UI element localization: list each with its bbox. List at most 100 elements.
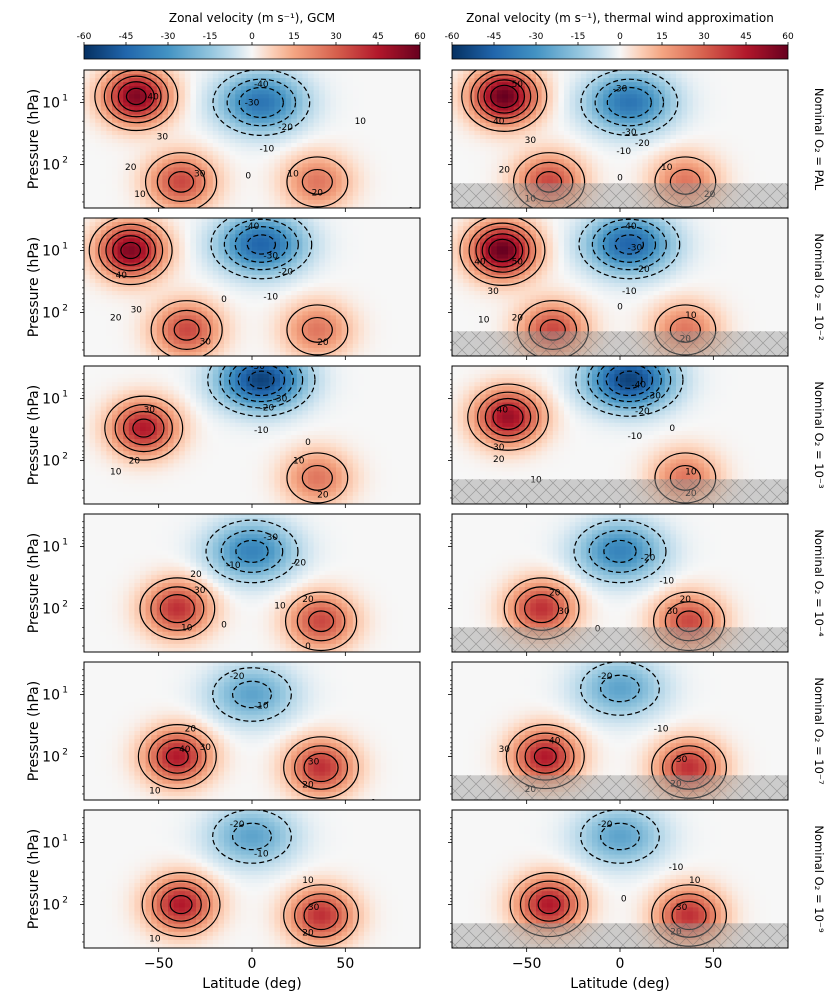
heat-cell xyxy=(580,114,587,120)
heat-cell xyxy=(212,70,219,75)
heat-cell xyxy=(89,195,96,201)
heat-cell xyxy=(201,234,208,239)
heat-cell xyxy=(207,266,214,272)
heat-cell xyxy=(457,139,464,144)
heat-cell xyxy=(530,139,537,144)
heat-cell xyxy=(491,147,498,152)
heat-cell xyxy=(403,262,410,268)
heat-cell xyxy=(235,171,242,177)
heat-cell xyxy=(156,226,163,231)
heat-cell xyxy=(519,151,526,156)
heat-cell xyxy=(330,203,337,208)
heat-cell xyxy=(358,191,365,197)
heat-cell xyxy=(358,74,365,79)
heat-cell xyxy=(564,151,571,156)
heat-cell xyxy=(196,242,203,248)
heat-cell xyxy=(218,126,225,132)
heat-cell xyxy=(754,126,761,132)
heat-cell xyxy=(709,139,716,144)
heat-cell xyxy=(123,155,130,160)
heat-cell xyxy=(308,175,315,181)
heat-cell xyxy=(151,90,158,95)
heat-cell xyxy=(330,218,337,223)
heat-cell xyxy=(681,118,688,124)
heat-cell xyxy=(291,70,298,75)
heat-cell xyxy=(468,139,475,144)
heat-cell xyxy=(468,155,475,160)
heat-cell xyxy=(224,106,231,112)
heat-cell xyxy=(743,126,750,132)
heat-cell xyxy=(580,102,587,108)
heat-cell xyxy=(743,86,750,91)
heat-cell xyxy=(414,222,420,227)
heat-cell xyxy=(358,82,365,87)
heat-cell xyxy=(128,175,135,181)
heat-cell xyxy=(296,163,303,169)
heat-cell xyxy=(347,171,354,177)
heat-cell xyxy=(285,94,292,100)
heat-cell xyxy=(184,74,191,79)
heat-cell xyxy=(84,94,91,100)
heat-cell xyxy=(782,122,788,128)
heat-cell xyxy=(369,203,376,208)
heat-cell xyxy=(341,171,348,177)
heat-cell xyxy=(336,159,343,164)
heat-cell xyxy=(631,74,638,79)
heat-cell xyxy=(519,143,526,148)
heat-cell xyxy=(603,114,610,120)
heat-cell xyxy=(106,246,113,252)
heat-cell xyxy=(308,226,315,231)
heat-cell xyxy=(134,195,141,201)
heat-cell xyxy=(364,230,371,235)
heat-cell xyxy=(698,143,705,148)
heat-cell xyxy=(151,126,158,132)
heat-cell xyxy=(89,187,96,193)
heat-cell xyxy=(268,151,275,156)
heat-cell xyxy=(156,114,163,120)
heat-cell xyxy=(380,254,387,260)
heat-cell xyxy=(508,134,515,140)
heat-cell xyxy=(676,98,683,104)
heat-cell xyxy=(207,222,214,227)
heat-cell xyxy=(190,203,197,208)
heat-cell xyxy=(263,179,270,185)
heat-cell xyxy=(336,250,343,256)
heat-cell xyxy=(291,94,298,100)
heat-cell xyxy=(732,86,739,91)
heat-cell xyxy=(485,143,492,148)
heat-cell xyxy=(291,175,298,181)
heat-cell xyxy=(257,82,264,87)
heat-cell xyxy=(100,143,107,148)
heat-cell xyxy=(112,242,119,248)
heat-cell xyxy=(364,175,371,181)
heat-cell xyxy=(491,163,498,169)
heat-cell xyxy=(330,98,337,104)
heat-cell xyxy=(134,191,141,197)
heat-cell xyxy=(274,266,281,272)
heat-cell xyxy=(670,147,677,152)
heat-cell xyxy=(296,98,303,104)
heat-cell xyxy=(330,167,337,173)
heat-cell xyxy=(720,175,727,181)
heat-cell xyxy=(636,126,643,132)
heat-cell xyxy=(508,110,515,116)
heat-cell xyxy=(112,78,119,83)
heat-cell xyxy=(715,122,722,128)
heat-cell xyxy=(268,74,275,79)
y-tick-label: 10 xyxy=(42,158,60,174)
heat-cell xyxy=(341,203,348,208)
heat-cell xyxy=(403,199,410,205)
heat-cell xyxy=(207,246,214,252)
heat-cell xyxy=(580,94,587,100)
heat-cell xyxy=(452,155,459,160)
heat-cell xyxy=(112,175,119,181)
heat-cell xyxy=(112,163,119,169)
heat-cell xyxy=(330,199,337,205)
heat-cell xyxy=(620,155,627,160)
heat-cell xyxy=(491,106,498,112)
heat-cell xyxy=(145,130,152,136)
heat-cell xyxy=(547,175,554,181)
heat-cell xyxy=(123,254,130,260)
heat-cell xyxy=(229,250,236,256)
heat-cell xyxy=(156,262,163,268)
